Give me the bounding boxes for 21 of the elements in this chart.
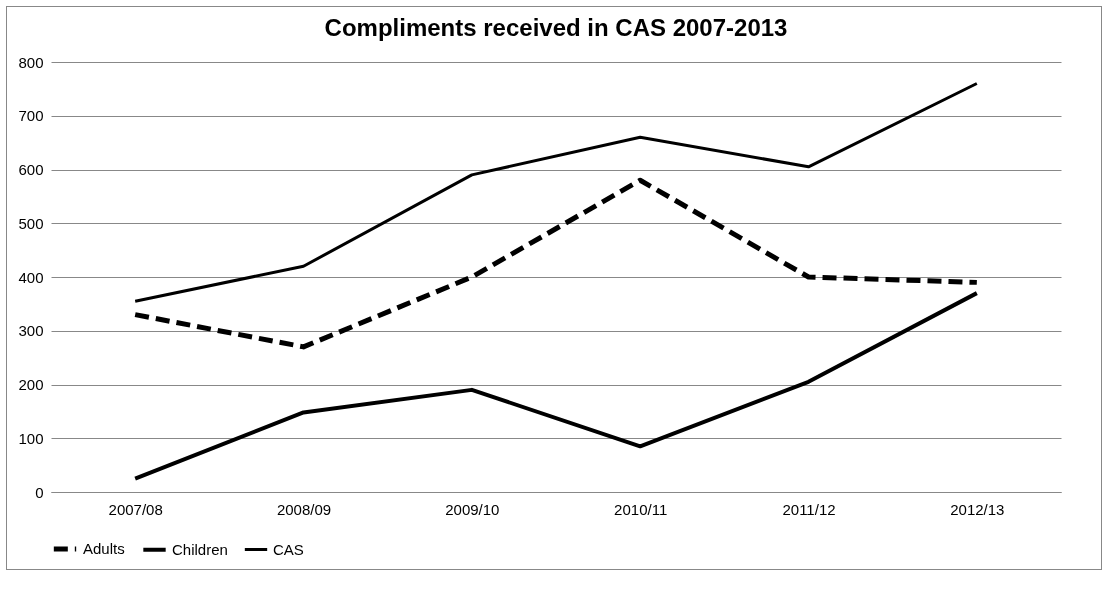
legend-label: Children xyxy=(172,540,228,558)
line-series xyxy=(133,82,979,303)
legend-label: CAS xyxy=(273,540,304,558)
y-tick-label: 300 xyxy=(18,322,44,340)
y-tick-label: 200 xyxy=(18,376,44,393)
y-tick-label: 100 xyxy=(18,429,44,447)
x-tick-label: 2008/09 xyxy=(276,500,332,518)
y-tick-label: 500 xyxy=(18,214,44,232)
line-series xyxy=(133,291,979,481)
y-tick-label: 700 xyxy=(18,107,44,125)
legend-label: Adults xyxy=(83,540,125,557)
chart-title: Compliments received in CAS 2007-2013 xyxy=(324,14,788,41)
y-tick-label: 800 xyxy=(18,53,44,71)
x-tick-label: 2009/10 xyxy=(445,500,500,518)
x-tick-label: 2012/13 xyxy=(950,500,1005,518)
x-tick-label: 2010/11 xyxy=(614,500,668,518)
y-tick-label: 400 xyxy=(18,268,44,286)
y-tick-label: 600 xyxy=(18,161,44,178)
x-tick-label: 2007/08 xyxy=(108,500,163,518)
y-tick-label: 0 xyxy=(35,483,44,501)
x-tick-label: 2011/12 xyxy=(782,500,836,518)
